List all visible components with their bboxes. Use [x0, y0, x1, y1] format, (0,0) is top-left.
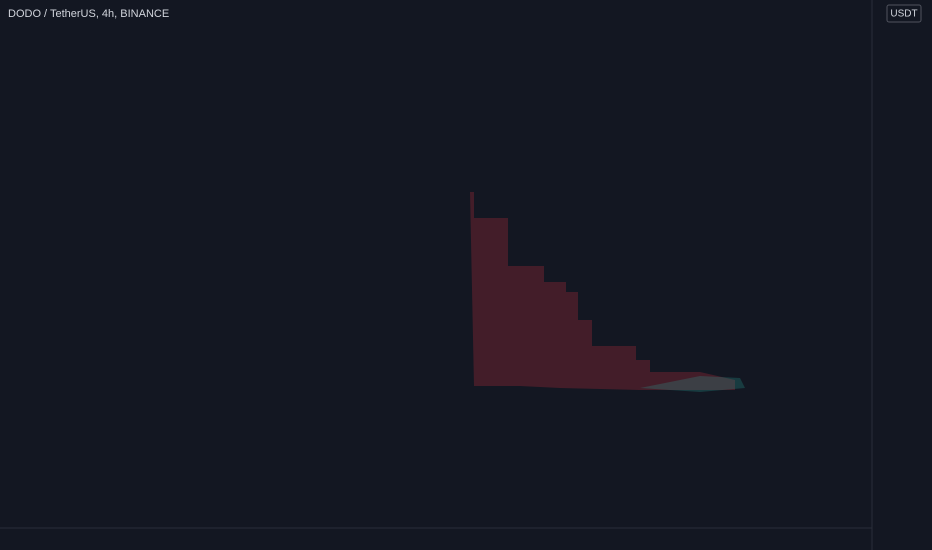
- price-axis: [872, 0, 932, 550]
- currency-box[interactable]: [886, 4, 922, 23]
- chart-title: DODO / TetherUS, 4h, BINANCE: [8, 8, 169, 20]
- currency[interactable]: USDT: [890, 9, 917, 20]
- cloud-bullish: [640, 376, 745, 392]
- cloud-bearish: [470, 192, 735, 390]
